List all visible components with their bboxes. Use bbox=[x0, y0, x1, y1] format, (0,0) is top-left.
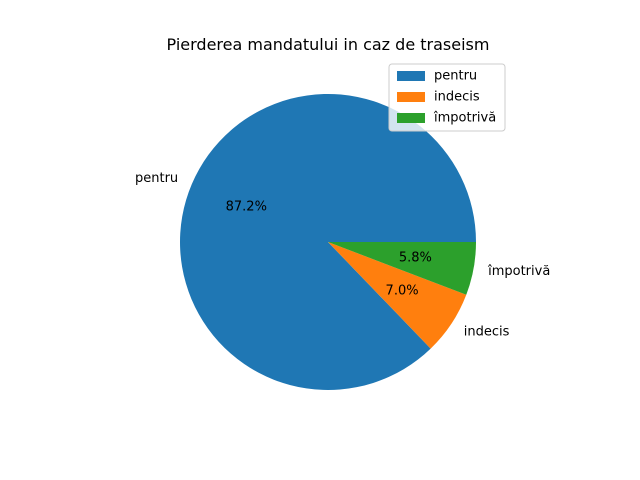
legend-label-pentru: pentru bbox=[434, 69, 477, 84]
legend-swatch-indecis bbox=[397, 92, 425, 102]
slice-percent-pentru: 87.2% bbox=[226, 200, 267, 215]
legend-label-indecis: indecis bbox=[434, 90, 480, 105]
pie-slices bbox=[180, 93, 477, 390]
slice-label-pentru: pentru bbox=[135, 171, 178, 186]
slice-label-indecis: indecis bbox=[464, 324, 510, 339]
slice-percent-indecis: 7.0% bbox=[386, 283, 419, 298]
slice-percent-impotriva: 5.8% bbox=[399, 251, 432, 266]
pie-slice-impotriva bbox=[328, 242, 476, 295]
slice-label-impotriva: împotrivă bbox=[487, 264, 550, 279]
pie-slice-pentru bbox=[180, 93, 477, 390]
legend-label-impotriva: împotrivă bbox=[433, 111, 496, 126]
chart-title: Pierderea mandatului in caz de traseism bbox=[167, 35, 490, 54]
pie-slice-indecis bbox=[328, 242, 467, 349]
slice-category-labels: pentru indecis împotrivă bbox=[135, 171, 550, 340]
slice-percent-labels: 87.2% 7.0% 5.8% bbox=[226, 200, 432, 299]
legend-swatch-pentru bbox=[397, 71, 425, 81]
legend-swatch-impotriva bbox=[397, 113, 425, 123]
legend: pentru indecis împotrivă bbox=[388, 63, 506, 132]
